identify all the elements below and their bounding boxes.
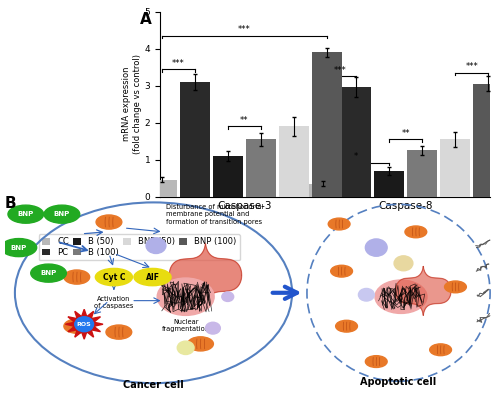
Text: ***: ***: [172, 59, 184, 68]
Text: BNP: BNP: [10, 244, 27, 251]
Ellipse shape: [64, 270, 90, 284]
Ellipse shape: [188, 337, 214, 351]
Text: ***: ***: [238, 25, 250, 34]
Text: Activation
of caspases: Activation of caspases: [94, 296, 134, 309]
Ellipse shape: [444, 281, 466, 293]
Ellipse shape: [30, 264, 66, 282]
Ellipse shape: [328, 218, 350, 230]
Bar: [440, 139, 470, 196]
Ellipse shape: [157, 278, 214, 315]
Text: ROS: ROS: [77, 322, 92, 327]
Bar: [279, 126, 308, 196]
Text: ***: ***: [466, 62, 478, 71]
Text: ***: ***: [334, 66, 346, 75]
Text: Disturbance of mitochondrial
membrane potential and
formation of transition pore: Disturbance of mitochondrial membrane po…: [166, 204, 263, 224]
Text: Nuclear
fragmentation: Nuclear fragmentation: [162, 319, 210, 332]
Text: A: A: [140, 12, 152, 27]
Bar: [308, 184, 338, 196]
Ellipse shape: [366, 356, 387, 367]
Ellipse shape: [405, 226, 426, 238]
Bar: [213, 156, 242, 196]
Bar: [180, 82, 210, 196]
Ellipse shape: [330, 265, 352, 277]
Ellipse shape: [96, 268, 132, 286]
Bar: [374, 171, 404, 196]
Text: **: **: [402, 129, 410, 138]
Circle shape: [222, 292, 234, 301]
Circle shape: [206, 322, 220, 334]
Legend: CC, PC, B (50), B (100), BNP (50), BNP (100): CC, PC, B (50), B (100), BNP (50), BNP (…: [39, 234, 239, 260]
Polygon shape: [170, 244, 242, 307]
Bar: [474, 84, 500, 196]
Y-axis label: mRNA expression
(fold change vs control): mRNA expression (fold change vs control): [122, 54, 142, 154]
Bar: [312, 52, 342, 196]
Text: B: B: [5, 196, 16, 211]
Text: BNP: BNP: [54, 211, 70, 217]
Text: AIF: AIF: [146, 273, 160, 281]
Circle shape: [178, 341, 194, 354]
Ellipse shape: [430, 344, 452, 356]
Bar: [342, 87, 371, 196]
Text: BNP: BNP: [18, 211, 34, 217]
Text: BNP: BNP: [40, 270, 56, 276]
Circle shape: [394, 256, 413, 271]
Ellipse shape: [1, 239, 36, 257]
Polygon shape: [66, 309, 103, 339]
Ellipse shape: [8, 205, 44, 223]
Bar: [408, 150, 437, 196]
Circle shape: [358, 288, 374, 301]
Circle shape: [75, 317, 94, 332]
Polygon shape: [396, 266, 451, 316]
Ellipse shape: [134, 268, 171, 286]
Text: Cancer cell: Cancer cell: [123, 380, 184, 390]
Text: Cyt C: Cyt C: [102, 273, 125, 281]
Ellipse shape: [96, 215, 122, 229]
Ellipse shape: [64, 319, 90, 333]
Ellipse shape: [336, 320, 357, 332]
Bar: [246, 139, 276, 196]
Ellipse shape: [44, 205, 80, 223]
Circle shape: [366, 239, 387, 256]
Circle shape: [146, 238, 166, 253]
Bar: [147, 180, 176, 196]
Text: Apoptotic cell: Apoptotic cell: [360, 377, 436, 387]
Ellipse shape: [106, 325, 132, 339]
Text: *: *: [354, 152, 358, 161]
Text: **: **: [240, 116, 248, 125]
Ellipse shape: [375, 280, 427, 314]
